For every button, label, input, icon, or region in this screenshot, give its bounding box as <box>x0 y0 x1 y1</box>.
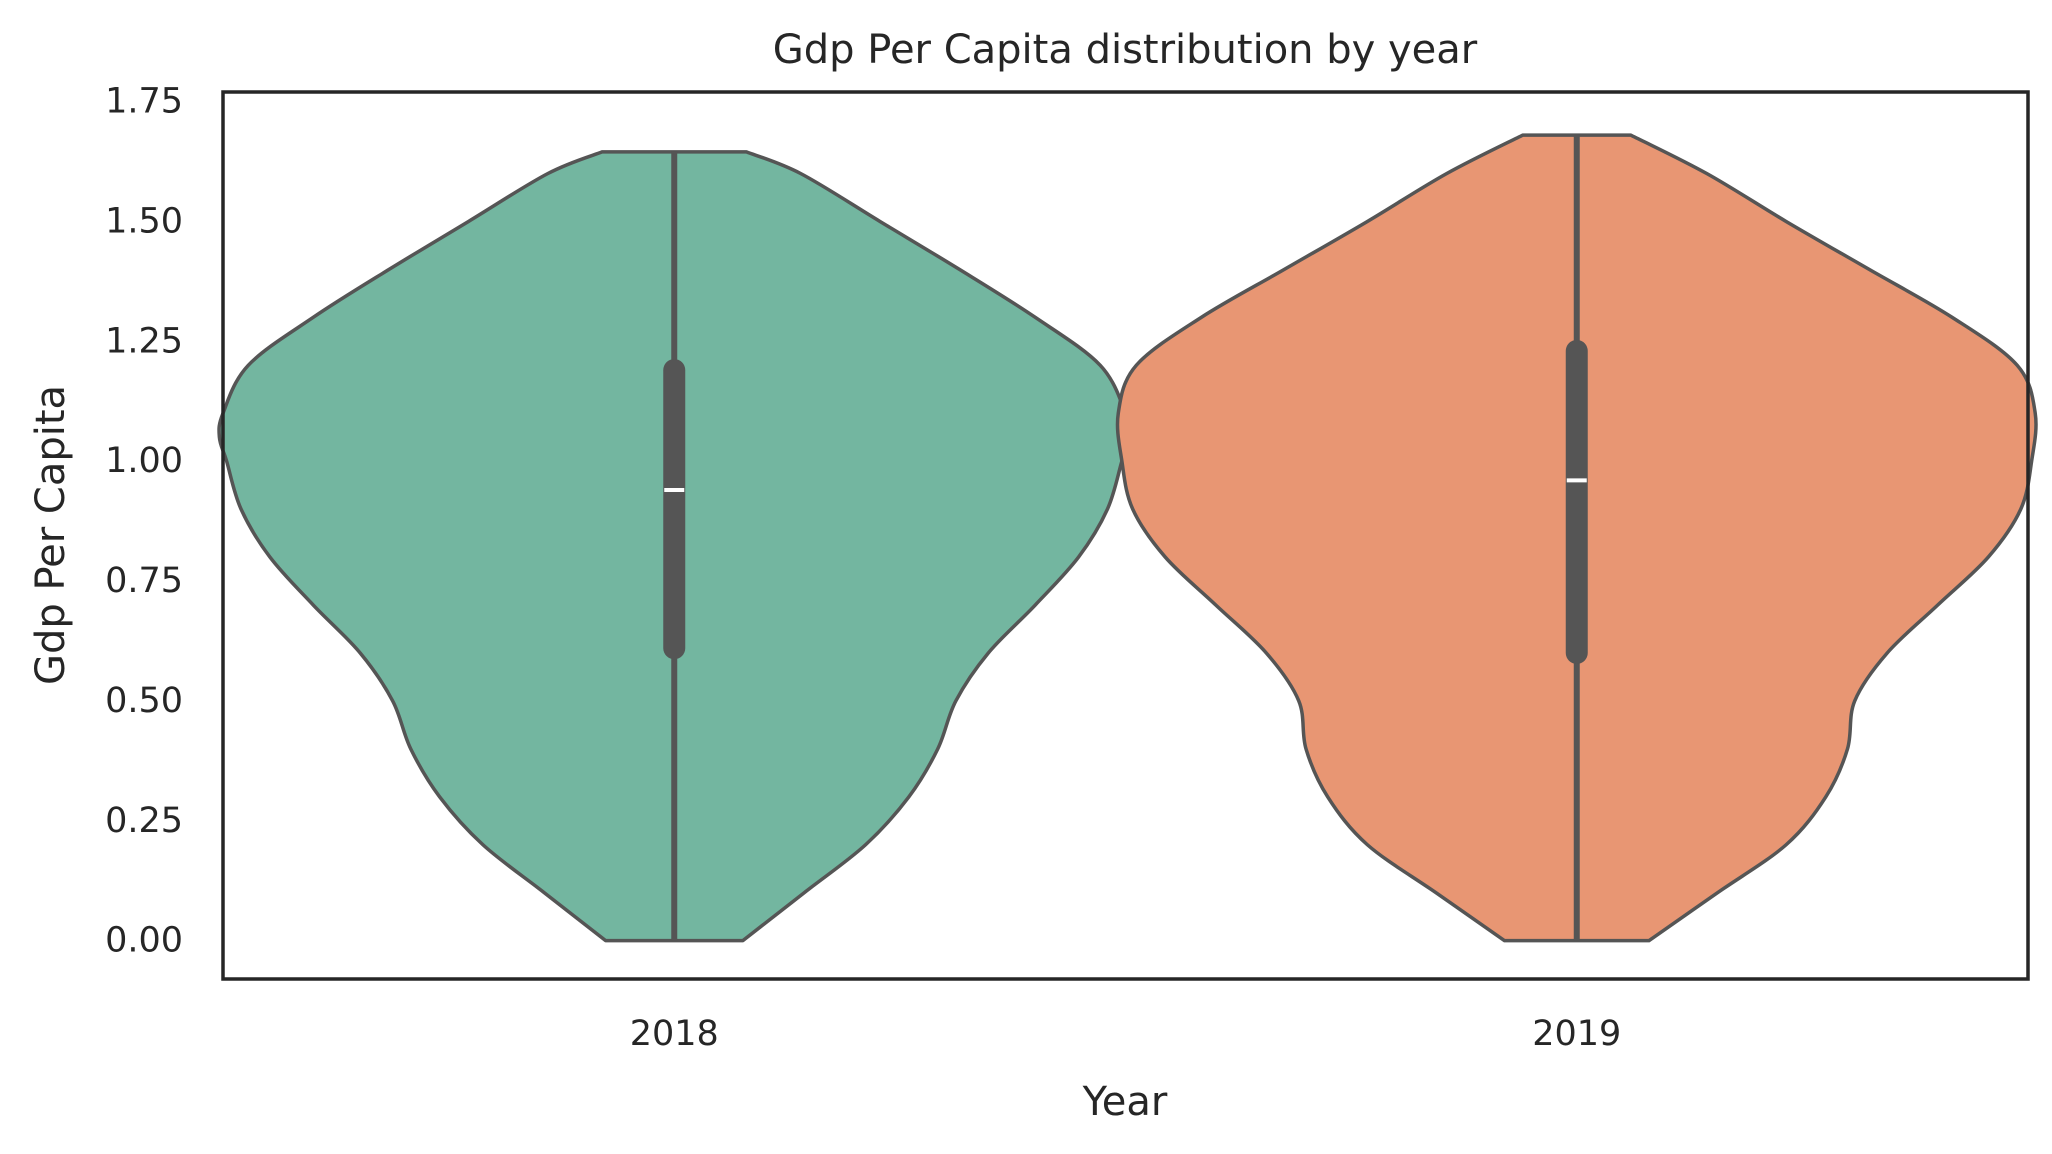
violins <box>217 133 2038 943</box>
y-tick-label: 0.50 <box>105 681 183 721</box>
y-tick-label: 1.00 <box>105 441 183 481</box>
y-tick-label: 0.75 <box>105 561 183 601</box>
chart-title: Gdp Per Capita distribution by year <box>773 27 1478 73</box>
y-tick-label: 1.75 <box>105 82 183 122</box>
y-axis-ticks: 0.00 0.25 0.50 0.75 1.00 1.25 1.50 1.75 <box>105 82 183 961</box>
violin-2018 <box>217 150 1132 943</box>
y-tick-label: 0.00 <box>105 921 183 961</box>
x-tick-label: 2018 <box>630 1014 719 1054</box>
y-tick-label: 0.25 <box>105 801 183 841</box>
x-axis-ticks: 2018 2019 <box>630 1014 1622 1054</box>
y-tick-label: 1.25 <box>105 321 183 361</box>
plot-frame <box>221 90 2030 981</box>
x-axis-label: Year <box>1082 1079 1168 1125</box>
y-axis-label: Gdp Per Capita <box>28 385 74 685</box>
violin-2019 <box>1115 133 2038 943</box>
x-tick-label: 2019 <box>1532 1014 1621 1054</box>
y-tick-label: 1.50 <box>105 201 183 241</box>
